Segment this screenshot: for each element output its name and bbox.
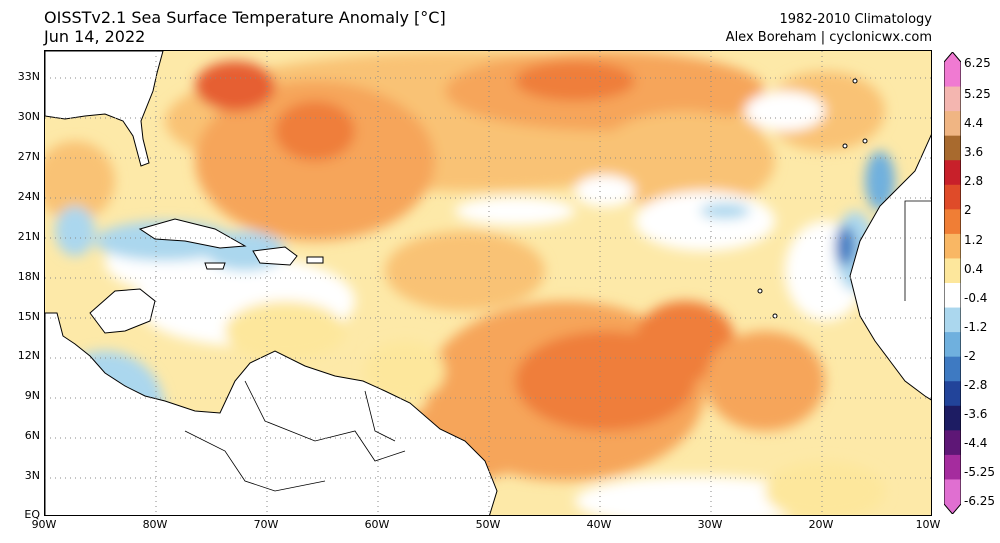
colorbar-band xyxy=(944,184,961,210)
lat-label: 30N xyxy=(17,110,40,123)
lat-label: 33N xyxy=(17,70,40,83)
map-canvas xyxy=(45,51,931,515)
colorbar-label: 2 xyxy=(964,203,972,217)
land-outlines xyxy=(45,51,931,515)
title-block: OISSTv2.1 Sea Surface Temperature Anomal… xyxy=(44,8,446,46)
sst-anomaly-map xyxy=(44,50,932,516)
colorbar-band xyxy=(944,283,961,309)
map-date: Jun 14, 2022 xyxy=(44,27,146,46)
author-credit: Alex Boreham | cyclonicwx.com xyxy=(725,30,932,45)
colorbar-band xyxy=(944,381,961,407)
colorbar-band xyxy=(944,405,961,431)
colorbar-min-arrow xyxy=(944,504,961,514)
lon-label: 20W xyxy=(808,518,834,531)
colorbar xyxy=(944,52,961,514)
colorbar-band xyxy=(944,111,961,137)
colorbar-band xyxy=(944,86,961,112)
colorbar-label: 5.25 xyxy=(964,87,991,101)
lon-label: 30W xyxy=(697,518,723,531)
climatology-label: 1982-2010 Climatology xyxy=(779,12,932,27)
gridlines xyxy=(45,51,931,515)
lon-label: 90W xyxy=(31,518,57,531)
lat-label: 3N xyxy=(24,469,40,482)
colorbar-label: 0.4 xyxy=(964,262,984,276)
colorbar-label: -1.2 xyxy=(964,320,988,334)
colorbar-band xyxy=(944,332,961,358)
lat-label: EQ xyxy=(24,508,40,521)
lat-label: 18N xyxy=(17,270,40,283)
colorbar-label: -2 xyxy=(964,349,976,363)
lon-label: 60W xyxy=(364,518,390,531)
map-title: OISSTv2.1 Sea Surface Temperature Anomal… xyxy=(44,8,446,27)
colorbar-band xyxy=(944,62,961,88)
colorbar-label: 6.25 xyxy=(964,56,991,70)
colorbar-label: -5.25 xyxy=(964,465,996,479)
colorbar-label: -6.25 xyxy=(964,494,996,508)
colorbar-label: -4.4 xyxy=(964,436,988,450)
lat-label: 9N xyxy=(24,389,40,402)
colorbar-band xyxy=(944,307,961,333)
lat-label: 21N xyxy=(17,230,40,243)
lat-label: 24N xyxy=(17,190,40,203)
colorbar-max-arrow xyxy=(944,52,961,62)
colorbar-label: -3.6 xyxy=(964,407,988,421)
colorbar-band xyxy=(944,135,961,161)
lat-label: 6N xyxy=(24,429,40,442)
lon-label: 80W xyxy=(142,518,168,531)
lat-label: 12N xyxy=(17,349,40,362)
colorbar-label: 2.8 xyxy=(964,174,984,188)
lon-label: 50W xyxy=(475,518,501,531)
colorbar-label: 1.2 xyxy=(964,233,984,247)
credit-block: 1982-2010 Climatology Alex Boreham | cyc… xyxy=(726,11,932,47)
colorbar-label: -0.4 xyxy=(964,291,988,305)
colorbar-band xyxy=(944,258,961,284)
colorbar-band xyxy=(944,454,961,480)
lon-label: 70W xyxy=(253,518,279,531)
border-lines xyxy=(184,200,931,492)
colorbar-band xyxy=(944,356,961,382)
colorbar-band xyxy=(944,430,961,456)
colorbar-label: 4.4 xyxy=(964,116,984,130)
colorbar-band xyxy=(944,233,961,259)
colorbar-label: -2.8 xyxy=(964,378,988,392)
colorbar-band xyxy=(944,160,961,186)
lon-label: 10W xyxy=(915,518,941,531)
colorbar-band xyxy=(944,209,961,235)
lat-label: 15N xyxy=(17,310,40,323)
colorbar-band xyxy=(944,479,961,505)
lon-label: 40W xyxy=(586,518,612,531)
colorbar-label: 3.6 xyxy=(964,145,984,159)
lat-label: 27N xyxy=(17,150,40,163)
